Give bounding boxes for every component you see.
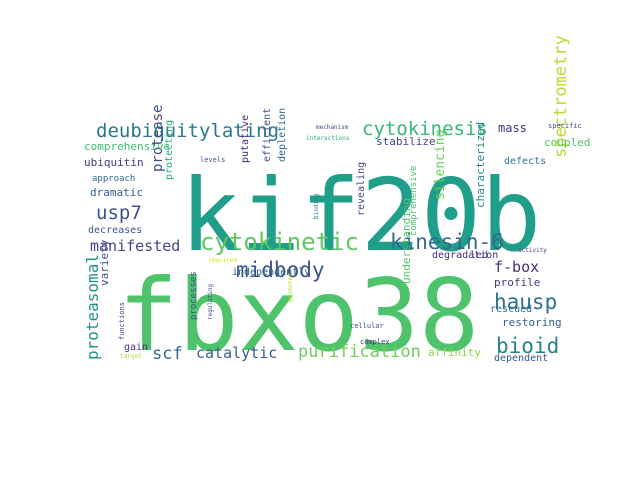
cloud-word: affinity bbox=[428, 346, 481, 359]
cloud-word: variety bbox=[98, 239, 111, 286]
cloud-word: revealing bbox=[356, 162, 367, 216]
cloud-word: coupled bbox=[544, 136, 590, 149]
cloud-word: mechanism bbox=[316, 124, 349, 131]
cloud-word: promotes bbox=[287, 273, 294, 302]
cloud-word: activity bbox=[518, 247, 547, 254]
cloud-word: cytokinetic bbox=[200, 228, 359, 256]
cloud-word: mass bbox=[498, 121, 527, 135]
cloud-word: hausp bbox=[494, 290, 557, 314]
cloud-word: stabilize bbox=[376, 135, 436, 148]
cloud-word: defects bbox=[504, 156, 546, 167]
cloud-word: protease bbox=[150, 105, 166, 172]
cloud-word: characterized bbox=[474, 122, 487, 208]
cloud-word: independently bbox=[232, 267, 310, 278]
cloud-word: rescued bbox=[490, 304, 532, 315]
cloud-word: midbody bbox=[236, 258, 325, 282]
cloud-word: usp7 bbox=[96, 202, 142, 224]
cloud-word: depletion bbox=[277, 108, 288, 162]
cloud-word: fbxo38 bbox=[118, 257, 479, 374]
cloud-word: comprehensive bbox=[409, 166, 419, 236]
cloud-word: restoring bbox=[502, 316, 562, 329]
cloud-word: target bbox=[120, 353, 142, 360]
cloud-word: cellular bbox=[350, 322, 384, 330]
cloud-word: scf bbox=[152, 344, 183, 364]
cloud-word: specific bbox=[548, 122, 582, 130]
cloud-word: levels bbox=[200, 156, 225, 164]
cloud-word: profile bbox=[494, 276, 540, 289]
cloud-word: regulating bbox=[207, 283, 214, 320]
cloud-word: spectrometry bbox=[551, 35, 571, 158]
cloud-word: required bbox=[208, 257, 237, 264]
cloud-word: comprehensive bbox=[84, 140, 170, 153]
cloud-word: dramatic bbox=[90, 186, 143, 199]
cloud-word: proteasomal bbox=[83, 254, 102, 360]
cloud-word: kinesin-6 bbox=[390, 230, 504, 254]
cloud-word: ubiquitin bbox=[84, 156, 144, 169]
cloud-word: approach bbox=[92, 174, 135, 184]
cloud-word: catalytic bbox=[196, 344, 277, 362]
cloud-word: bioid bbox=[496, 334, 559, 358]
cloud-background bbox=[80, 118, 562, 366]
cloud-word: functions bbox=[118, 302, 126, 340]
cloud-word: silencing bbox=[433, 130, 448, 200]
cloud-word: kif20b bbox=[180, 157, 541, 274]
cloud-word: protecting bbox=[164, 120, 175, 180]
cloud-word: gain bbox=[124, 342, 148, 353]
cloud-word: interactions bbox=[306, 135, 350, 142]
cloud-word: cytokinesis bbox=[362, 118, 488, 140]
cloud-word: degradation bbox=[432, 250, 498, 261]
cloud-word: understanding bbox=[400, 198, 413, 284]
cloud-word: complex bbox=[360, 338, 390, 346]
cloud-word: manifested bbox=[90, 237, 180, 255]
cloud-word: binding bbox=[313, 193, 320, 219]
cloud-word: purification bbox=[298, 342, 421, 362]
cloud-word: putative bbox=[240, 115, 251, 163]
cloud-word: efficient bbox=[262, 108, 273, 162]
cloud-word: decreases bbox=[88, 225, 142, 236]
cloud-word: deubiquitylating bbox=[96, 120, 279, 142]
cloud-word: f-box bbox=[494, 258, 539, 276]
cloud-word: led bbox=[470, 250, 488, 261]
cloud-word: processes bbox=[189, 271, 199, 320]
cloud-word: dependent bbox=[494, 353, 548, 364]
